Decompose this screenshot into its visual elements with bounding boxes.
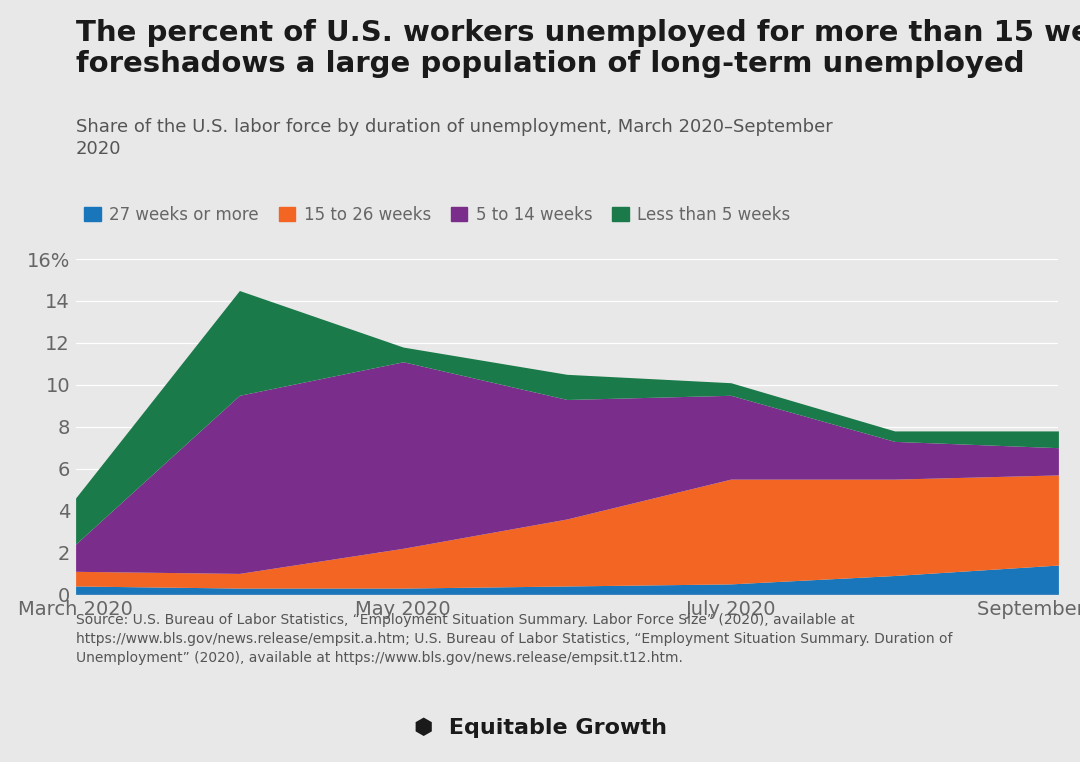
Text: The percent of U.S. workers unemployed for more than 15 weeks
foreshadows a larg: The percent of U.S. workers unemployed f…	[76, 19, 1080, 78]
Legend: 27 weeks or more, 15 to 26 weeks, 5 to 14 weeks, Less than 5 weeks: 27 weeks or more, 15 to 26 weeks, 5 to 1…	[84, 206, 791, 224]
Text: ⬢  Equitable Growth: ⬢ Equitable Growth	[414, 718, 666, 738]
Text: Share of the U.S. labor force by duration of unemployment, March 2020–September
: Share of the U.S. labor force by duratio…	[76, 118, 833, 158]
Text: Source: U.S. Bureau of Labor Statistics, “Employment Situation Summary. Labor Fo: Source: U.S. Bureau of Labor Statistics,…	[76, 613, 953, 665]
